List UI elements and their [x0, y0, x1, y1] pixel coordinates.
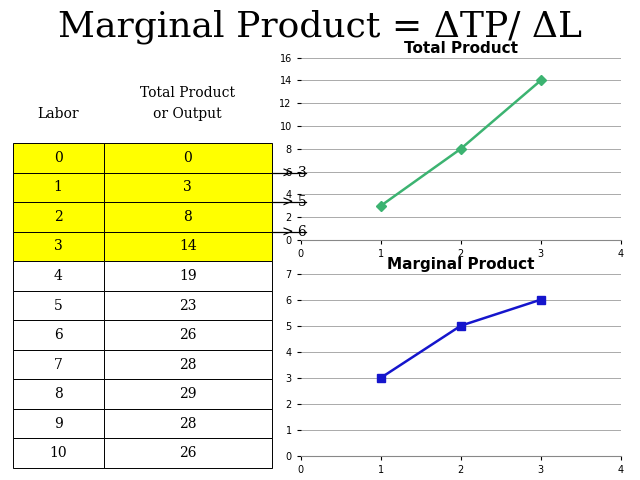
- Text: 0: 0: [54, 151, 63, 165]
- Text: or Output: or Output: [154, 107, 222, 120]
- Text: 7: 7: [54, 358, 63, 372]
- Text: 8: 8: [54, 387, 63, 401]
- Text: 8: 8: [184, 210, 192, 224]
- Text: Labor: Labor: [37, 107, 79, 120]
- Text: Total Product: Total Product: [140, 86, 236, 100]
- Title: Marginal Product: Marginal Product: [387, 257, 534, 273]
- Text: 26: 26: [179, 328, 196, 342]
- Text: 0: 0: [184, 151, 192, 165]
- Text: 26: 26: [179, 446, 196, 460]
- Text: Marginal Product = ΔTP/ ΔL: Marginal Product = ΔTP/ ΔL: [58, 9, 582, 44]
- Text: 1: 1: [54, 180, 63, 194]
- Text: 3: 3: [184, 180, 192, 194]
- Text: 6: 6: [54, 328, 63, 342]
- Text: > 3: > 3: [282, 166, 307, 180]
- Text: 10: 10: [49, 446, 67, 460]
- Text: 4: 4: [54, 269, 63, 283]
- Text: 19: 19: [179, 269, 196, 283]
- Text: > 5: > 5: [282, 195, 307, 209]
- Text: 28: 28: [179, 358, 196, 372]
- Text: 14: 14: [179, 240, 196, 253]
- Text: 29: 29: [179, 387, 196, 401]
- Text: 2: 2: [54, 210, 63, 224]
- Text: 28: 28: [179, 417, 196, 431]
- Title: Total Product: Total Product: [404, 41, 518, 57]
- Text: 3: 3: [54, 240, 63, 253]
- Text: > 6: > 6: [282, 225, 307, 239]
- Text: 5: 5: [54, 299, 63, 312]
- Text: 23: 23: [179, 299, 196, 312]
- Text: 9: 9: [54, 417, 63, 431]
